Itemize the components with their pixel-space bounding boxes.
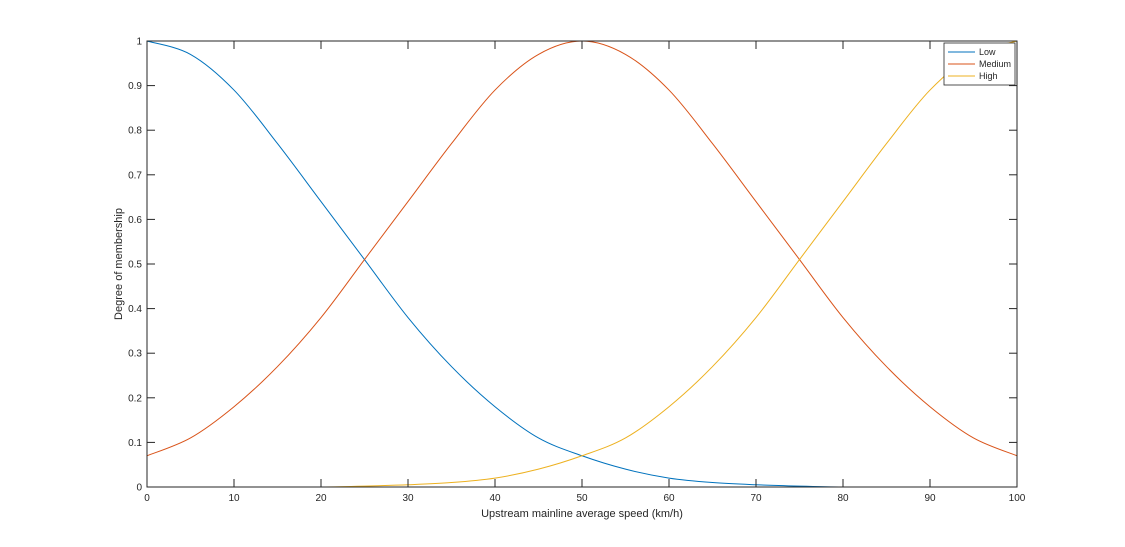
- legend-label-medium: Medium: [979, 59, 1011, 69]
- x-tick-label: 10: [228, 493, 240, 504]
- x-tick-label: 80: [837, 493, 849, 504]
- y-tick-label: 0.3: [128, 349, 142, 360]
- legend: Low Medium High: [943, 42, 1016, 86]
- x-tick-label: 20: [315, 493, 327, 504]
- y-tick-label: 0.1: [128, 438, 142, 449]
- x-tick-label: 40: [489, 493, 501, 504]
- y-tick-label: 0.5: [128, 260, 142, 271]
- y-tick-label: 0.2: [128, 393, 142, 404]
- y-tick-label: 0.7: [128, 170, 142, 181]
- axes-layer: 0 10 20 30 40 50 60 70 80 90 100 0 0.1 0.2 0.3 0.4 0.5 0.…: [128, 37, 1026, 505]
- y-tick-label: 0.8: [128, 126, 142, 137]
- y-axis-label: Degree of membership: [113, 208, 125, 320]
- x-tick-label: 90: [924, 493, 936, 504]
- y-tick-label: 0.9: [128, 81, 142, 92]
- legend-label-high: High: [979, 71, 998, 81]
- legend-label-low: Low: [979, 47, 996, 57]
- y-tick-label: 0: [136, 483, 142, 494]
- y-tick-label: 0.6: [128, 215, 142, 226]
- x-tick-label: 70: [750, 493, 762, 504]
- x-axis-label: Upstream mainline average speed (km/h): [481, 508, 683, 520]
- y-tick-label: 0.4: [128, 304, 142, 315]
- x-tick-label: 60: [663, 493, 675, 504]
- x-tick-label: 30: [402, 493, 414, 504]
- x-tick-label: 50: [576, 493, 588, 504]
- y-tick-label: 1: [136, 37, 142, 48]
- x-tick-label: 0: [144, 493, 150, 504]
- plot-area: [147, 41, 1017, 487]
- x-tick-label: 100: [1009, 493, 1026, 504]
